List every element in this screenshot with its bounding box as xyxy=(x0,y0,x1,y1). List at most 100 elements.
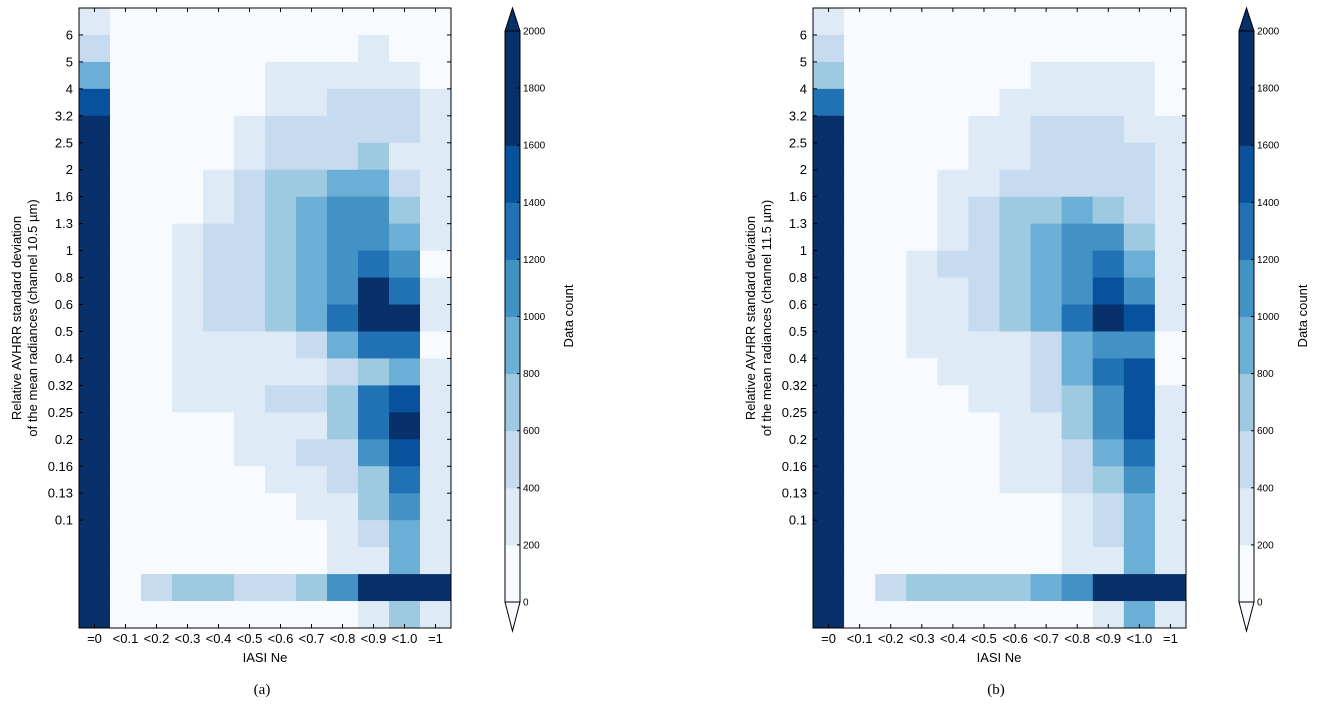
heatmap-cell xyxy=(389,304,421,332)
heatmap-cell xyxy=(875,8,907,36)
heatmap-cell xyxy=(844,331,876,359)
colorbar-segment xyxy=(505,373,520,432)
heatmap-cell xyxy=(968,601,1000,629)
heatmap-cell xyxy=(234,277,266,306)
heatmap-cell xyxy=(358,142,390,171)
colorbar-segment xyxy=(505,145,520,203)
heatmap-cell xyxy=(813,331,845,359)
colorbar-segment xyxy=(505,487,520,546)
heatmap-cell xyxy=(265,115,297,144)
heatmap-cell xyxy=(1154,196,1187,225)
y-tick-label: 5 xyxy=(66,54,73,69)
heatmap-cell xyxy=(141,358,173,386)
colorbar-extend-min xyxy=(504,601,521,633)
heatmap-cell xyxy=(906,358,938,386)
heatmap-cell xyxy=(358,223,390,252)
heatmap-cell xyxy=(1061,8,1094,36)
heatmap-cell xyxy=(1092,34,1125,63)
heatmap-cell xyxy=(265,61,297,90)
y-tick-label: 0.5 xyxy=(789,324,807,339)
heatmap-cell xyxy=(1092,142,1125,171)
heatmap-cell xyxy=(875,601,907,629)
heatmap-cell xyxy=(265,8,297,36)
heatmap-cell xyxy=(265,493,297,521)
heatmap-cell xyxy=(358,196,390,225)
heatmap-cell xyxy=(296,88,328,117)
heatmap-cell xyxy=(1061,169,1094,198)
heatmap-cell xyxy=(937,8,969,36)
heatmap-cell xyxy=(999,466,1032,494)
heatmap-cell xyxy=(327,34,359,63)
heatmap-cell xyxy=(844,493,876,521)
heatmap-cell xyxy=(1154,547,1187,575)
heatmap-cell xyxy=(813,250,845,279)
heatmap-cell xyxy=(234,250,266,279)
heatmap-cell xyxy=(420,520,452,548)
heatmap-cell xyxy=(1123,250,1156,279)
heatmap-cell xyxy=(999,358,1032,386)
y-tick-label: 0.13 xyxy=(48,486,73,501)
heatmap-cell xyxy=(296,277,328,306)
heatmap-cell xyxy=(389,466,421,494)
heatmap-cell xyxy=(327,547,359,575)
heatmap-cells xyxy=(79,8,452,629)
heatmap-cell xyxy=(937,304,969,332)
heatmap-cell xyxy=(1154,304,1187,332)
heatmap-cell xyxy=(906,412,938,440)
x-axis-label: IASI Ne xyxy=(977,650,1022,665)
heatmap-cell xyxy=(234,115,266,144)
heatmap-cell xyxy=(1030,169,1063,198)
heatmap-cell xyxy=(141,412,173,440)
heatmap-cell xyxy=(420,304,452,332)
heatmap-cells xyxy=(813,8,1187,629)
heatmap-cell xyxy=(1061,142,1094,171)
heatmap-cell xyxy=(389,358,421,386)
heatmap-cell xyxy=(79,34,111,63)
y-tick-label: 0.4 xyxy=(789,351,807,366)
heatmap-cell xyxy=(1061,520,1094,548)
heatmap-cell xyxy=(110,277,142,306)
heatmap-cell xyxy=(203,223,235,252)
heatmap-cell xyxy=(937,493,969,521)
heatmap-cell xyxy=(968,385,1000,413)
colorbar-tick-label: 600 xyxy=(523,426,540,437)
heatmap-cell xyxy=(296,520,328,548)
heatmap-cell xyxy=(110,8,142,36)
heatmap-cell xyxy=(203,8,235,36)
y-tick-label: 0.6 xyxy=(789,297,807,312)
heatmap-cell xyxy=(906,277,938,306)
heatmap-cell xyxy=(813,88,845,117)
colorbar-tick-label: 1200 xyxy=(1257,255,1280,266)
heatmap-cell xyxy=(389,196,421,225)
heatmap-cell xyxy=(358,169,390,198)
heatmap-cell xyxy=(1092,250,1125,279)
heatmap-cell xyxy=(234,34,266,63)
heatmap-cell xyxy=(937,358,969,386)
heatmap-cell xyxy=(937,466,969,494)
heatmap-cell xyxy=(844,385,876,413)
heatmap-cell xyxy=(141,142,173,171)
heatmap-cell xyxy=(234,439,266,467)
heatmap-cell xyxy=(203,412,235,440)
heatmap-cell xyxy=(110,331,142,359)
heatmap-cell xyxy=(327,8,359,36)
heatmap-cell xyxy=(906,223,938,252)
colorbar-segment xyxy=(1239,487,1254,546)
heatmap-cell xyxy=(1061,601,1094,629)
heatmap-cell xyxy=(234,304,266,332)
heatmap-cell xyxy=(420,601,452,629)
x-tick-label: =0 xyxy=(821,631,836,646)
heatmap-cell xyxy=(1030,358,1063,386)
heatmap-cell xyxy=(1154,358,1187,386)
heatmap-cell xyxy=(1092,331,1125,359)
heatmap-cell xyxy=(1123,385,1156,413)
heatmap-cell xyxy=(937,196,969,225)
heatmap-cell xyxy=(79,574,111,602)
y-tick-label: 0.2 xyxy=(55,432,73,447)
colorbar-tick-label: 400 xyxy=(1257,483,1274,494)
heatmap-cell xyxy=(389,412,421,440)
heatmap-cell xyxy=(1061,250,1094,279)
heatmap-cell xyxy=(358,574,390,602)
heatmap-cell xyxy=(327,169,359,198)
heatmap-cell xyxy=(906,385,938,413)
